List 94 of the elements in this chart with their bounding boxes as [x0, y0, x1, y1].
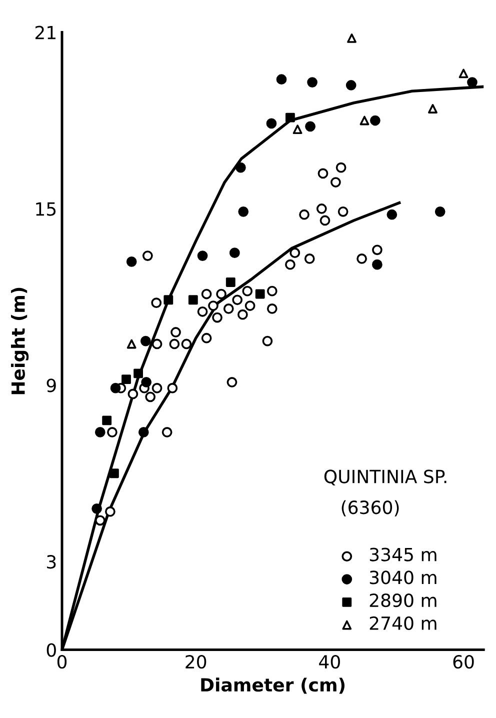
point — [126, 339, 136, 349]
point — [318, 168, 328, 179]
point — [226, 377, 238, 388]
point — [242, 286, 253, 296]
point — [372, 259, 382, 270]
point — [181, 338, 192, 350]
point — [262, 336, 273, 346]
point — [338, 206, 348, 217]
point — [102, 416, 112, 426]
y-tick-label: 9 — [46, 378, 56, 392]
y-tick-label: 0 — [46, 643, 56, 657]
point — [126, 256, 137, 267]
point — [304, 254, 315, 264]
point — [162, 427, 172, 438]
point — [141, 377, 152, 388]
point — [356, 254, 367, 264]
point — [360, 116, 370, 126]
point — [255, 289, 265, 299]
y-tick-label: 3 — [47, 555, 56, 569]
point — [266, 118, 277, 129]
point — [386, 209, 398, 220]
point — [238, 309, 248, 320]
point — [142, 250, 153, 261]
point — [458, 68, 468, 78]
x-axis-title: Diameter (cm) — [201, 678, 344, 694]
point — [372, 244, 382, 256]
point — [292, 124, 302, 134]
point — [109, 468, 119, 478]
point — [167, 382, 178, 394]
point — [232, 294, 243, 306]
point — [134, 368, 143, 378]
point — [238, 206, 249, 217]
point — [285, 259, 296, 270]
point — [307, 77, 318, 88]
point — [299, 209, 310, 220]
legend-label: 2890 m — [370, 593, 436, 608]
point — [266, 304, 278, 314]
point — [104, 506, 116, 517]
x-tick-label: 20 — [186, 654, 206, 669]
legend-label: 2740 m — [370, 616, 436, 630]
point — [212, 312, 222, 323]
point — [320, 215, 330, 226]
point — [346, 80, 356, 90]
point — [197, 250, 208, 261]
point — [197, 306, 208, 317]
point — [226, 278, 236, 287]
y-tick-label: 21 — [35, 26, 56, 40]
point — [201, 332, 212, 344]
x-tick-label: 60 — [453, 654, 474, 669]
point — [285, 112, 295, 122]
point — [216, 288, 226, 300]
point — [223, 304, 234, 314]
point — [152, 338, 162, 350]
point — [235, 162, 246, 173]
point — [169, 338, 180, 350]
point — [94, 427, 106, 438]
point — [305, 121, 316, 132]
annotation: (6360) — [342, 500, 399, 516]
point — [347, 33, 356, 43]
point — [244, 300, 256, 311]
point — [201, 288, 212, 300]
point — [336, 162, 346, 173]
point — [266, 286, 278, 296]
point — [110, 382, 121, 394]
legend-label: 3345 m — [370, 548, 436, 562]
point — [467, 77, 478, 88]
point — [428, 104, 438, 114]
point — [140, 336, 151, 346]
point — [164, 295, 174, 305]
x-tick-label: 40 — [319, 654, 340, 669]
point — [316, 204, 327, 214]
point — [208, 300, 218, 311]
point — [152, 382, 162, 394]
point — [370, 115, 380, 126]
y-axis-title: Height (m) — [10, 288, 29, 394]
point — [170, 327, 181, 338]
x-tick-label: 0 — [57, 654, 67, 669]
point — [107, 427, 118, 438]
point — [122, 374, 131, 384]
point — [92, 503, 102, 514]
point — [434, 206, 446, 217]
point — [290, 248, 300, 258]
point — [145, 392, 156, 402]
legend-label: 3040 m — [370, 570, 436, 584]
point — [94, 515, 106, 526]
point — [128, 388, 138, 400]
point — [229, 248, 240, 258]
point — [188, 295, 198, 305]
point — [138, 427, 149, 438]
point — [330, 177, 341, 188]
annotation: QUINTINIA SP. — [324, 470, 446, 486]
y-tick-label: 15 — [36, 202, 56, 216]
point — [151, 298, 162, 308]
point — [276, 74, 287, 85]
